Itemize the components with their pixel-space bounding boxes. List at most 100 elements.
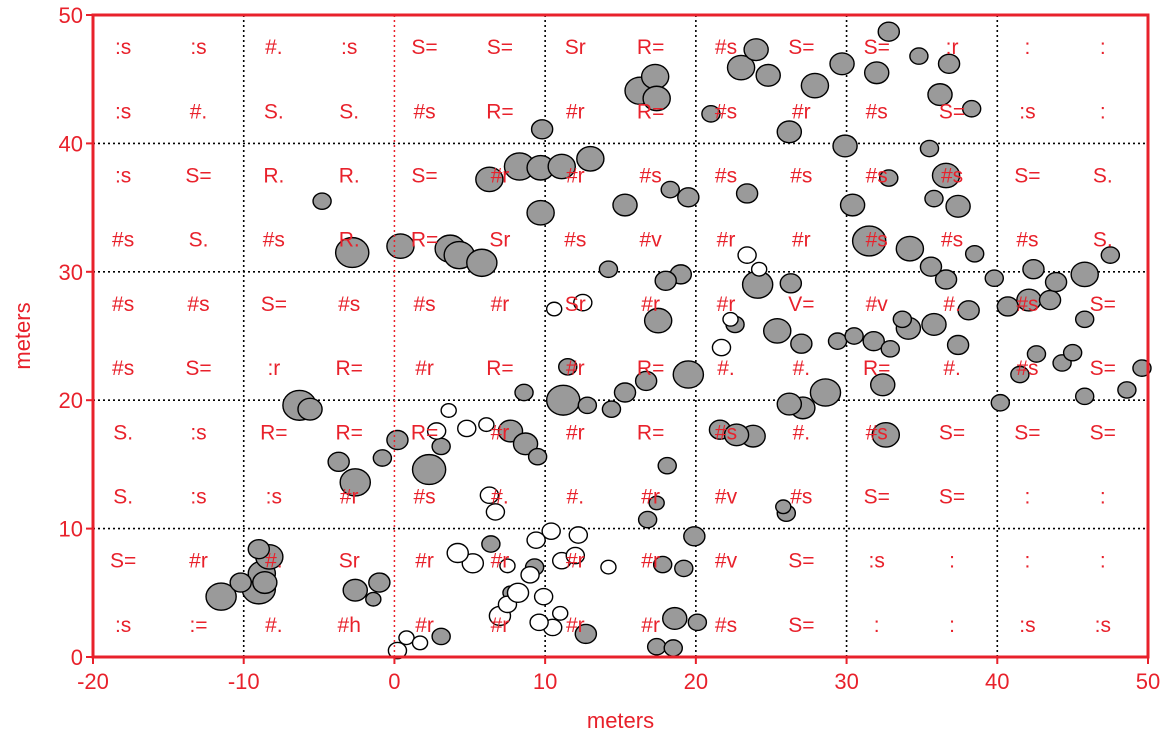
- bubble-light: [573, 293, 593, 312]
- cell-label: S=: [411, 36, 437, 59]
- cell-label: #.: [190, 100, 208, 123]
- bubble-dark: [365, 591, 382, 607]
- bubble-dark: [545, 384, 581, 416]
- bubble-dark: [869, 373, 896, 397]
- plot-frame: [91, 13, 1150, 659]
- cell-label: :s: [190, 421, 206, 444]
- bubble-light: [533, 587, 554, 606]
- bubble-dark: [386, 429, 409, 451]
- bubble-dark: [674, 559, 694, 578]
- cell-label: #s: [715, 614, 737, 637]
- bubble-dark: [961, 99, 982, 118]
- cell-label: :: [1025, 486, 1031, 509]
- bubble-dark: [863, 61, 890, 85]
- bubble-light: [499, 558, 516, 574]
- cell-label: :: [1100, 550, 1106, 573]
- cell-label: Sr: [565, 36, 586, 59]
- bubble-light: [600, 559, 617, 575]
- cell-label: #s: [338, 293, 360, 316]
- bubble-light: [737, 246, 757, 264]
- bubble-light: [711, 338, 732, 357]
- bubble-light: [529, 613, 549, 632]
- bubble-dark: [800, 72, 830, 99]
- bubble-dark: [937, 53, 961, 74]
- x-tick-label: -10: [228, 669, 260, 694]
- cell-label: :: [949, 550, 955, 573]
- cell-label: S.: [1093, 229, 1113, 252]
- cell-label: #r: [566, 165, 585, 188]
- cell-label: S=: [788, 614, 814, 637]
- bubble-dark: [527, 447, 548, 466]
- bubble-light: [479, 486, 500, 505]
- bubble-dark: [892, 310, 913, 329]
- cell-label: S=: [864, 486, 890, 509]
- cell-label: #r: [189, 550, 208, 573]
- cell-label: R=: [260, 421, 287, 444]
- cell-label: :s: [1019, 614, 1035, 637]
- cell-label: #s: [941, 229, 963, 252]
- bubble-dark: [339, 468, 372, 497]
- bubble-dark: [512, 432, 539, 456]
- cell-label: #s: [790, 165, 812, 188]
- x-axis-title: meters: [587, 708, 654, 733]
- bubble-dark: [576, 145, 605, 172]
- cell-label: S.: [113, 421, 133, 444]
- bubble-dark: [776, 392, 803, 416]
- bubble-light: [478, 417, 495, 433]
- bubble-dark: [577, 396, 598, 415]
- cell-label: #.: [491, 486, 509, 509]
- bubble-dark: [646, 637, 667, 656]
- bubble-dark: [880, 340, 901, 358]
- bubble-dark: [574, 623, 598, 645]
- cell-label: #.: [793, 421, 811, 444]
- cell-label: #.: [567, 486, 585, 509]
- cell-label: :s: [115, 614, 131, 637]
- cell-label: R.: [339, 165, 360, 188]
- bubble-dark: [637, 510, 658, 529]
- cell-label: #s: [790, 486, 812, 509]
- bubble-dark: [957, 300, 980, 321]
- bubble-dark: [1062, 343, 1083, 362]
- bubble-dark: [660, 180, 680, 199]
- bubble-dark: [931, 162, 961, 189]
- bubble-dark: [945, 194, 971, 218]
- bubble-dark: [672, 360, 705, 389]
- bubble-dark: [663, 639, 683, 657]
- cell-label: #r: [641, 486, 660, 509]
- cell-label: #r: [415, 357, 434, 380]
- cell-label: #r: [641, 614, 660, 637]
- cell-label: #v: [715, 486, 738, 509]
- bubble-dark: [640, 63, 670, 90]
- cell-label: #r: [491, 550, 510, 573]
- bubble-dark: [205, 582, 237, 611]
- bubble-dark: [642, 85, 671, 112]
- bubble-dark: [1026, 345, 1047, 363]
- cell-label: R.: [339, 229, 360, 252]
- cell-label: :: [874, 614, 880, 637]
- bubble-dark: [844, 327, 864, 345]
- bubble-light: [722, 311, 739, 327]
- cell-label: #.: [793, 357, 811, 380]
- bubble-dark: [984, 269, 1005, 288]
- bubble-dark: [919, 256, 943, 277]
- cell-label: R=: [486, 357, 513, 380]
- cell-label: #r: [491, 614, 510, 637]
- cell-label: S=: [185, 165, 211, 188]
- bubble-dark: [921, 312, 947, 336]
- y-tick-label: 40: [59, 131, 83, 156]
- bubble-dark: [909, 47, 929, 65]
- bubble-dark: [558, 357, 578, 376]
- cell-label: S=: [1090, 357, 1116, 380]
- bubble-dark: [924, 189, 944, 208]
- bubble-light: [526, 531, 546, 549]
- cell-label: S=: [864, 36, 890, 59]
- cell-label: #s: [112, 357, 134, 380]
- bubble-dark: [334, 236, 370, 269]
- bubble-dark: [775, 499, 792, 515]
- cell-label: :: [1100, 100, 1106, 123]
- cell-label: #s: [1016, 357, 1038, 380]
- bubble-dark: [1070, 261, 1099, 288]
- cell-label: #s: [715, 36, 737, 59]
- cell-label: #r: [717, 293, 736, 316]
- bubble-dark: [547, 153, 576, 180]
